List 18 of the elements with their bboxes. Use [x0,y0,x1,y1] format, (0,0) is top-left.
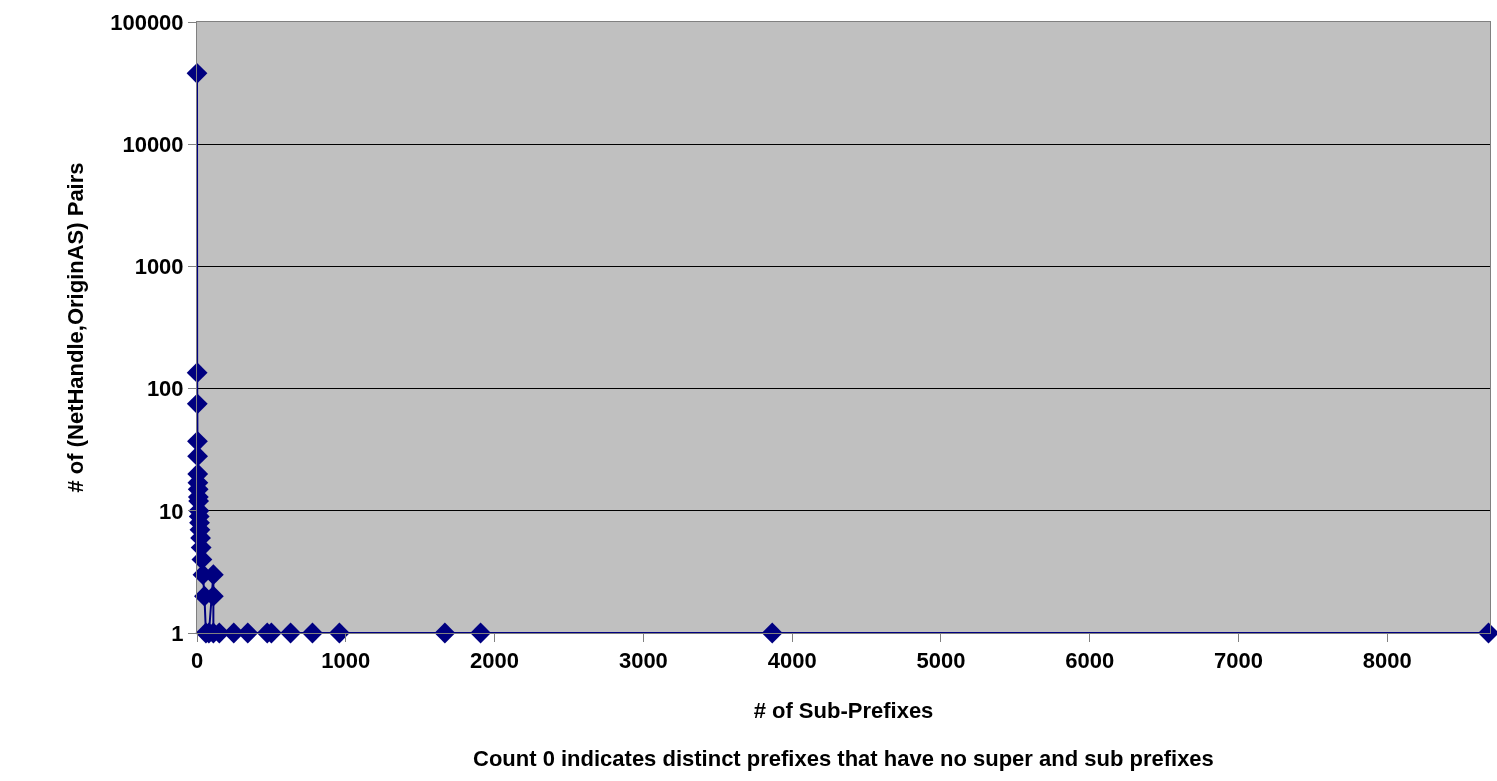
x-tick-label: 5000 [916,648,966,674]
y-tick-label: 100 [146,376,184,402]
x-tick-label: 2000 [470,648,520,674]
y-tick-label: 100000 [110,9,184,35]
x-tick-label: 4000 [767,648,817,674]
y-axis-title: # of (NetHandle,OriginAS) Pairs [62,162,88,493]
x-tick-label: 7000 [1214,648,1264,674]
x-tick-label: 1000 [321,648,371,674]
x-axis-title: # of Sub-Prefixes [753,698,934,724]
x-tick-label: 0 [190,648,204,674]
x-tick-label: 3000 [618,648,668,674]
y-tick-label: 1 [171,620,184,646]
text: Count 0 indicates distinct prefixes that have no super and sub prefixes [473,746,1214,771]
x-tick-label: 6000 [1065,648,1115,674]
y-tick-label: 1000 [134,254,184,280]
x-tick-label: 8000 [1362,648,1412,674]
y-tick-label: 10000 [122,131,184,157]
y-tick-label: 10 [159,498,184,524]
